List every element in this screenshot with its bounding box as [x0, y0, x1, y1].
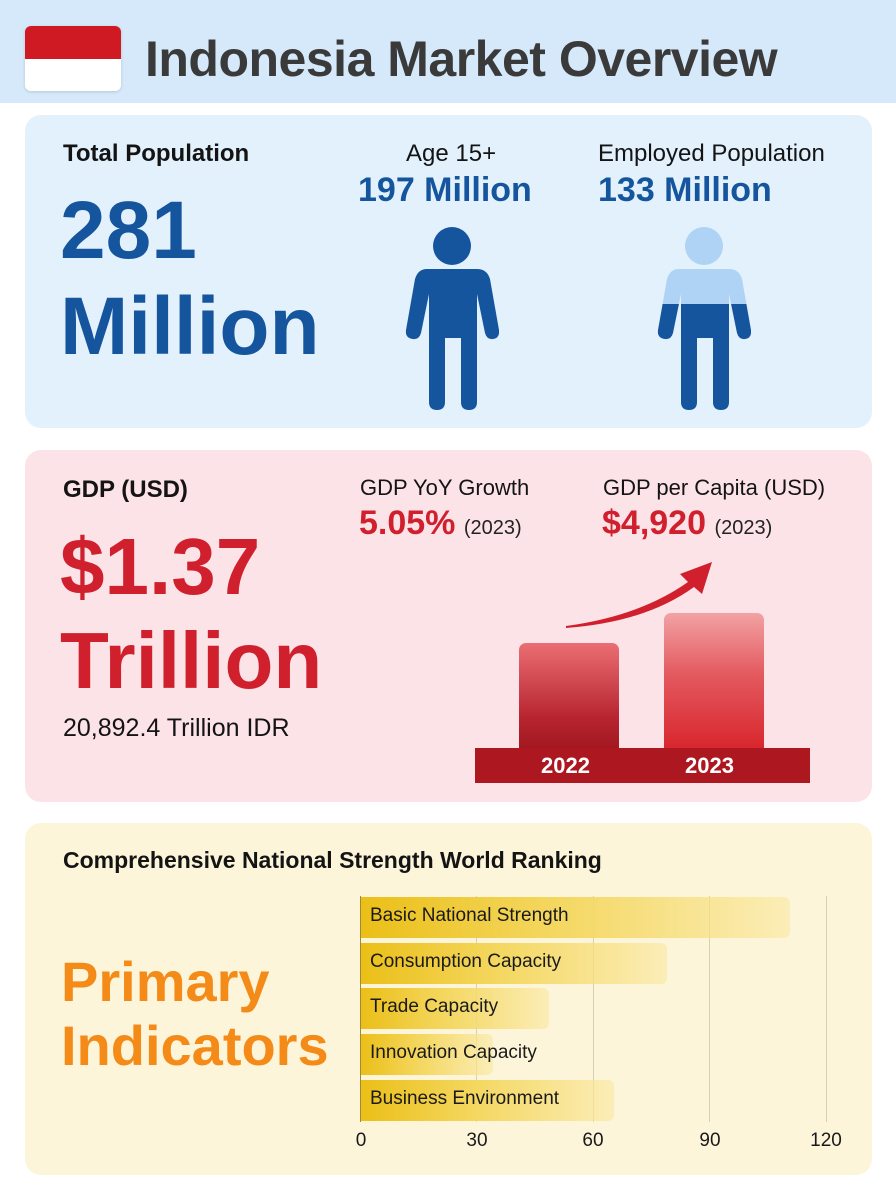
bar-consumption-capacity: Consumption Capacity: [360, 943, 667, 984]
total-population-label: Total Population: [63, 140, 250, 167]
bar-label: Innovation Capacity: [370, 1042, 537, 1063]
gdp-growth-value: 5.05%: [359, 504, 456, 542]
gdp-growth-year: (2023): [463, 517, 522, 539]
gridline-60: [593, 896, 594, 1122]
gdp-per-capita: $4,920 (2023): [602, 504, 772, 543]
gdp-per-capita-label: GDP per Capita (USD): [603, 475, 826, 500]
x-tick-60: 60: [582, 1130, 604, 1151]
indicators-label: Indicators: [61, 1014, 329, 1077]
total-population-unit: Million: [60, 281, 320, 372]
gdp-year-2023: 2023: [685, 753, 734, 778]
gdp-chart-base: [475, 748, 810, 783]
ranking-bar-chart: Basic National Strength Consumption Capa…: [360, 896, 840, 1122]
header-banner: Indonesia Market Overview: [0, 0, 896, 103]
indonesia-flag-icon: [25, 26, 121, 91]
employed-population-value: 133 Million: [598, 171, 772, 209]
ranking-title: Comprehensive National Strength World Ra…: [63, 847, 602, 873]
gdp-per-capita-value: $4,920: [602, 504, 706, 542]
x-tick-120: 120: [810, 1130, 842, 1151]
bar-basic-national-strength: Basic National Strength: [360, 897, 790, 938]
person-icon: [405, 227, 499, 410]
gdp-unit: Trillion: [60, 616, 323, 705]
bar-trade-capacity: Trade Capacity: [360, 988, 549, 1029]
x-tick-30: 30: [466, 1130, 488, 1151]
total-population-value: 281: [60, 185, 197, 276]
bar-business-environment: Business Environment: [360, 1080, 614, 1121]
bar-label: Trade Capacity: [370, 996, 499, 1017]
person-partial-icon: [657, 227, 751, 410]
employed-population-label: Employed Population: [598, 140, 825, 167]
bar-innovation-capacity: Innovation Capacity: [360, 1034, 537, 1075]
gdp-per-capita-year: (2023): [714, 517, 773, 539]
y-axis-line: [360, 896, 361, 1122]
age15-label: Age 15+: [406, 140, 497, 167]
flag-red-stripe: [25, 26, 121, 59]
bar-label: Business Environment: [370, 1088, 560, 1109]
gridline-90: [709, 896, 710, 1122]
gdp-year-2022: 2022: [541, 753, 590, 778]
gdp-growth-label: GDP YoY Growth: [360, 475, 530, 500]
trend-arrow-icon: [566, 562, 712, 628]
bar-label: Consumption Capacity: [370, 951, 562, 972]
gdp-idr-value: 20,892.4 Trillion IDR: [63, 714, 290, 742]
gridline-120: [826, 896, 827, 1122]
gdp-bar-2022: [519, 643, 619, 749]
x-tick-0: 0: [355, 1130, 367, 1151]
gdp-label: GDP (USD): [63, 476, 188, 503]
gdp-value: $1.37: [60, 522, 261, 611]
flag-white-stripe: [25, 58, 121, 91]
page-title: Indonesia Market Overview: [145, 31, 778, 87]
gdp-bar-2023: [664, 613, 764, 749]
bar-label: Basic National Strength: [370, 905, 569, 926]
x-tick-90: 90: [699, 1130, 721, 1151]
gdp-growth: 5.05% (2023): [359, 504, 522, 543]
primary-label: Primary: [61, 950, 270, 1013]
age15-value: 197 Million: [358, 171, 532, 209]
